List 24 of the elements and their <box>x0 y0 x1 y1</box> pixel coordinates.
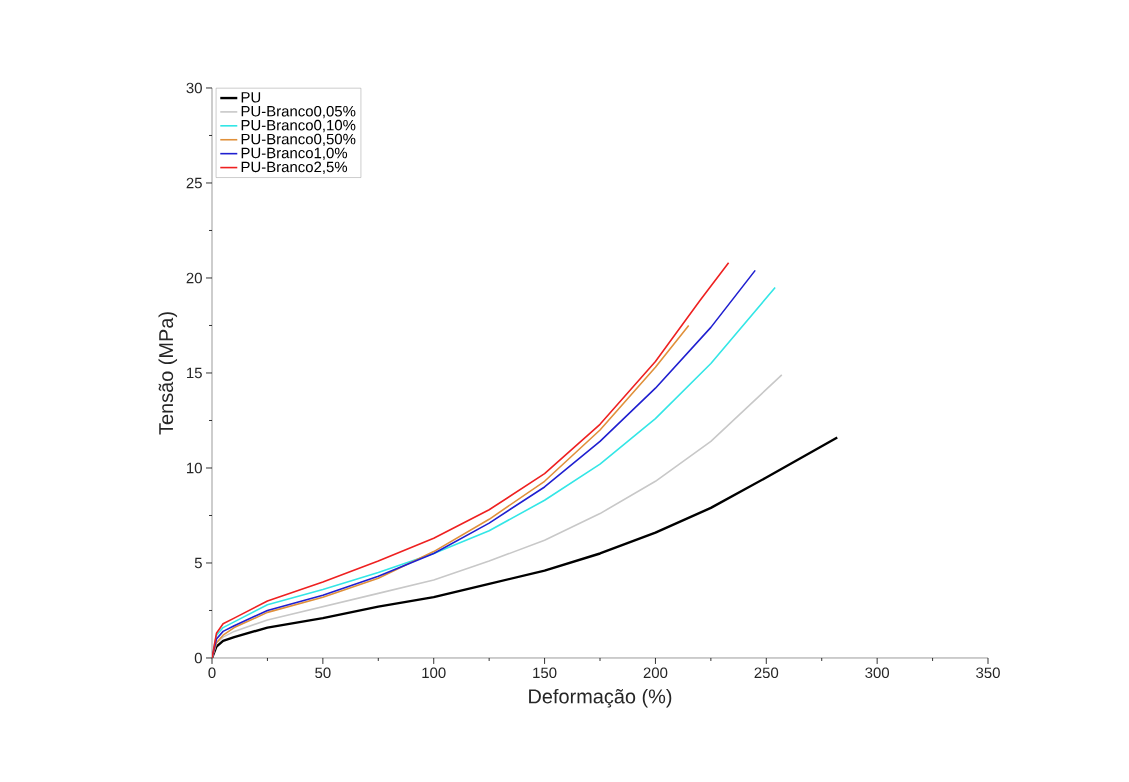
x-tick-label: 200 <box>643 667 668 679</box>
y-tick-label: 30 <box>186 82 202 94</box>
legend-label: PU-Branco0,05% <box>241 105 356 119</box>
x-tick-label: 50 <box>315 667 331 679</box>
x-tick-label: 0 <box>208 667 216 679</box>
x-tick-label: 100 <box>422 667 446 679</box>
line-series <box>212 324 690 658</box>
legend-label: PU <box>241 92 261 103</box>
x-tick-label: 300 <box>865 667 890 679</box>
x-tick-label: 350 <box>976 667 1000 679</box>
y-tick-label: 10 <box>187 462 202 474</box>
y-tick-label: 5 <box>194 557 202 569</box>
y-tick-label: 15 <box>187 367 202 379</box>
legend-label: PU-Branco2,5% <box>241 161 348 174</box>
legend-label: PU-Branco0,50% <box>241 133 356 147</box>
y-tick-label: 20 <box>186 272 202 284</box>
x-tick-label: 250 <box>754 667 779 679</box>
y-tick-label: 25 <box>186 177 202 189</box>
y-tick-label: 0 <box>194 652 202 664</box>
legend-label: PU-Branco0,10% <box>241 119 356 133</box>
x-tick-label: 150 <box>533 667 557 679</box>
x-axis-title: Deformação (%) <box>529 688 672 708</box>
y-axis-title: Tensão (MPa) <box>158 312 178 435</box>
legend-label: PU-Branco1,0% <box>241 147 348 161</box>
